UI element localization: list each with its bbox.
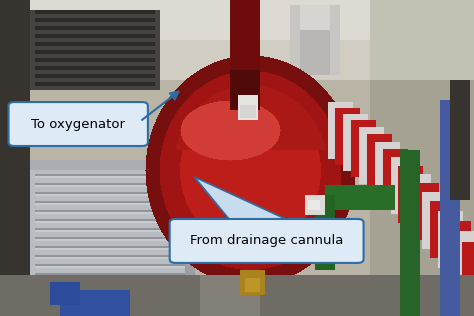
FancyBboxPatch shape [170, 219, 364, 263]
Polygon shape [194, 177, 294, 240]
FancyBboxPatch shape [9, 102, 148, 146]
Text: To oxygenator: To oxygenator [31, 118, 125, 131]
Text: From drainage cannula: From drainage cannula [190, 234, 343, 247]
